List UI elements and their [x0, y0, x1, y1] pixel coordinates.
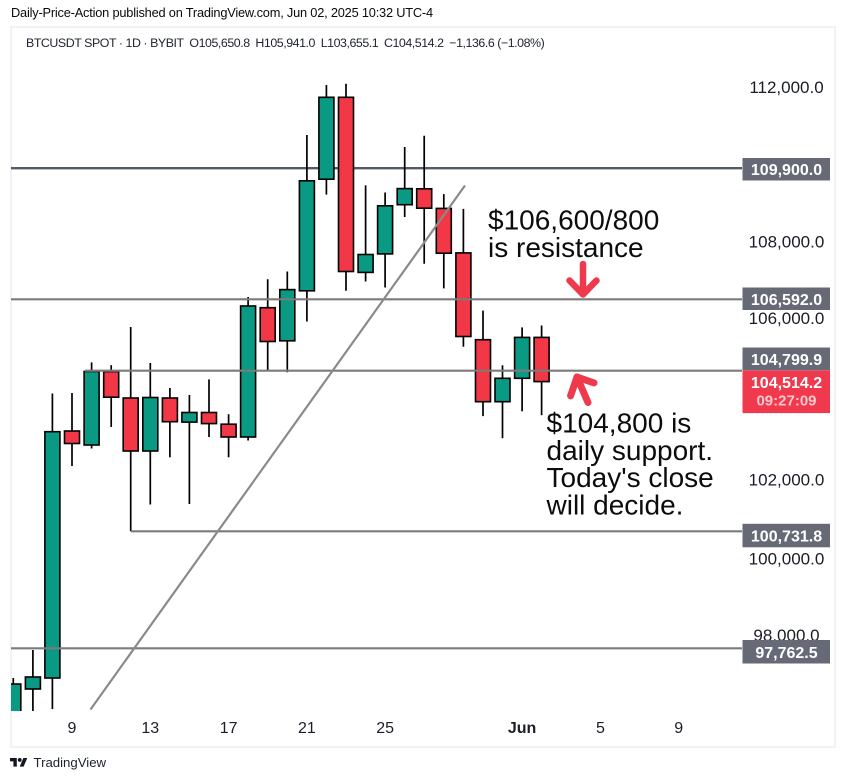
svg-text:109,900.0: 109,900.0 — [751, 162, 822, 179]
svg-text:9: 9 — [674, 720, 683, 737]
svg-text:5: 5 — [596, 720, 605, 737]
svg-text:21: 21 — [298, 720, 316, 737]
svg-text:$104,800 is: $104,800 is — [547, 408, 692, 439]
svg-text:106,000.0: 106,000.0 — [749, 309, 825, 328]
svg-text:112,000.0: 112,000.0 — [749, 78, 823, 97]
svg-text:is resistance: is resistance — [488, 232, 644, 263]
svg-text:13: 13 — [141, 720, 159, 737]
svg-text:100,000.0: 100,000.0 — [749, 550, 825, 569]
svg-text:108,000.0: 108,000.0 — [749, 233, 825, 252]
svg-text:25: 25 — [376, 720, 394, 737]
svg-text:$106,600/800: $106,600/800 — [488, 205, 659, 236]
svg-text:106,592.0: 106,592.0 — [751, 292, 822, 309]
svg-text:daily support.: daily support. — [547, 435, 714, 466]
svg-text:104,514.2: 104,514.2 — [751, 375, 822, 392]
svg-text:97,762.5: 97,762.5 — [755, 645, 817, 662]
svg-text:Today's close: Today's close — [547, 462, 714, 493]
svg-text:17: 17 — [220, 720, 238, 737]
svg-text:Jun: Jun — [508, 720, 536, 737]
svg-text:100,731.8: 100,731.8 — [751, 529, 822, 546]
svg-text:104,799.9: 104,799.9 — [751, 352, 822, 369]
svg-text:09:27:09: 09:27:09 — [756, 393, 816, 410]
svg-text:9: 9 — [68, 720, 77, 737]
svg-text:102,000.0: 102,000.0 — [749, 470, 825, 489]
svg-text:will decide.: will decide. — [546, 489, 684, 520]
